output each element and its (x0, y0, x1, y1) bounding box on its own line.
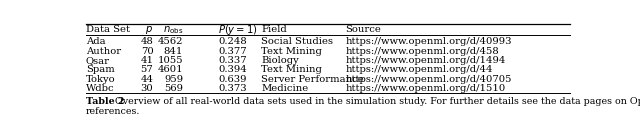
Text: https://www.openml.org/d/40705: https://www.openml.org/d/40705 (346, 75, 512, 84)
Text: 41: 41 (140, 56, 154, 65)
Text: Text Mining: Text Mining (261, 47, 322, 56)
Text: 0.394: 0.394 (218, 65, 246, 74)
Text: 569: 569 (164, 84, 183, 93)
Text: Text Mining: Text Mining (261, 65, 322, 74)
Text: 44: 44 (140, 75, 154, 84)
Text: Tokyo: Tokyo (86, 75, 116, 84)
Text: Server Performance: Server Performance (261, 75, 364, 84)
Text: 30: 30 (141, 84, 154, 93)
Text: Table 2: Table 2 (86, 97, 124, 106)
Text: 959: 959 (164, 75, 183, 84)
Text: 0.337: 0.337 (218, 56, 246, 65)
Text: Overview of all real-world data sets used in the simulation study. For further d: Overview of all real-world data sets use… (112, 97, 640, 106)
Text: Author: Author (86, 47, 121, 56)
Text: 57: 57 (141, 65, 154, 74)
Text: https://www.openml.org/d/458: https://www.openml.org/d/458 (346, 47, 499, 56)
Text: Biology: Biology (261, 56, 299, 65)
Text: 841: 841 (164, 47, 183, 56)
Text: Qsar: Qsar (86, 56, 110, 65)
Text: 70: 70 (141, 47, 154, 56)
Text: Ada: Ada (86, 37, 106, 46)
Text: $p$: $p$ (145, 24, 154, 36)
Text: https://www.openml.org/d/1494: https://www.openml.org/d/1494 (346, 56, 506, 65)
Text: Social Studies: Social Studies (261, 37, 333, 46)
Text: 0.373: 0.373 (218, 84, 246, 93)
Text: 0.248: 0.248 (218, 37, 246, 46)
Text: 0.377: 0.377 (218, 47, 246, 56)
Text: 4562: 4562 (157, 37, 183, 46)
Text: Medicine: Medicine (261, 84, 308, 93)
Text: https://www.openml.org/d/40993: https://www.openml.org/d/40993 (346, 37, 512, 46)
Text: Data Set: Data Set (86, 25, 130, 34)
Text: Spam: Spam (86, 65, 115, 74)
Text: Wdbc: Wdbc (86, 84, 115, 93)
Text: https://www.openml.org/d/1510: https://www.openml.org/d/1510 (346, 84, 506, 93)
Text: $n_\mathrm{obs}$: $n_\mathrm{obs}$ (163, 24, 183, 36)
Text: references.: references. (86, 107, 140, 116)
Text: 4601: 4601 (157, 65, 183, 74)
Text: Source: Source (346, 25, 381, 34)
Text: 48: 48 (141, 37, 154, 46)
Text: Field: Field (261, 25, 287, 34)
Text: 1055: 1055 (157, 56, 183, 65)
Text: 0.639: 0.639 (218, 75, 246, 84)
Text: $P(y = 1)$: $P(y = 1)$ (218, 23, 257, 37)
Text: https://www.openml.org/d/44: https://www.openml.org/d/44 (346, 65, 493, 74)
